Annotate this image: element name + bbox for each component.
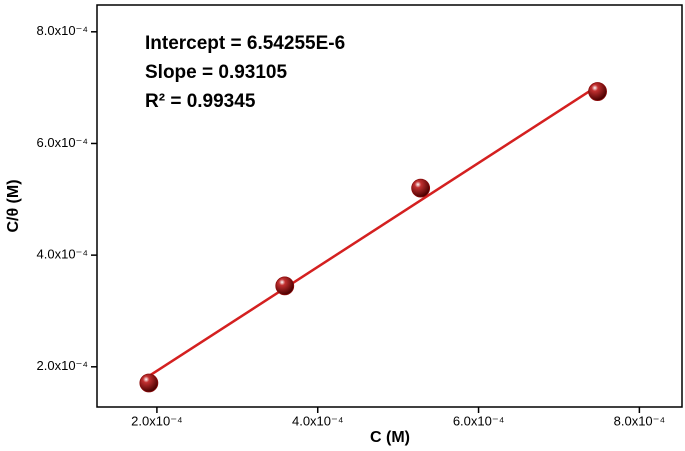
- annotation: R² = 0.99345: [145, 91, 256, 112]
- x-axis-label: C (M): [370, 429, 410, 446]
- data-point: [275, 276, 295, 296]
- plot-frame: [96, 4, 683, 408]
- annotation: Slope = 0.93105: [145, 62, 287, 83]
- fit-line: [148, 83, 600, 378]
- x-tick-label: 4.0x10⁻⁴: [292, 413, 343, 428]
- y-tick-label: 4.0x10⁻⁴: [37, 247, 88, 262]
- data-point: [588, 82, 607, 101]
- y-axis-label: C/θ (M): [5, 179, 22, 232]
- y-tick-label: 6.0x10⁻⁴: [37, 135, 88, 150]
- x-tick-label: 2.0x10⁻⁴: [131, 413, 182, 428]
- annotation: Intercept = 6.54255E-6: [145, 33, 345, 54]
- y-tick-label: 2.0x10⁻⁴: [37, 358, 88, 373]
- x-tick-label: 6.0x10⁻⁴: [453, 413, 504, 428]
- x-tick-label: 8.0x10⁻⁴: [614, 413, 665, 428]
- data-point: [411, 178, 431, 198]
- data-point: [139, 373, 159, 393]
- y-tick-label: 8.0x10⁻⁴: [37, 23, 88, 38]
